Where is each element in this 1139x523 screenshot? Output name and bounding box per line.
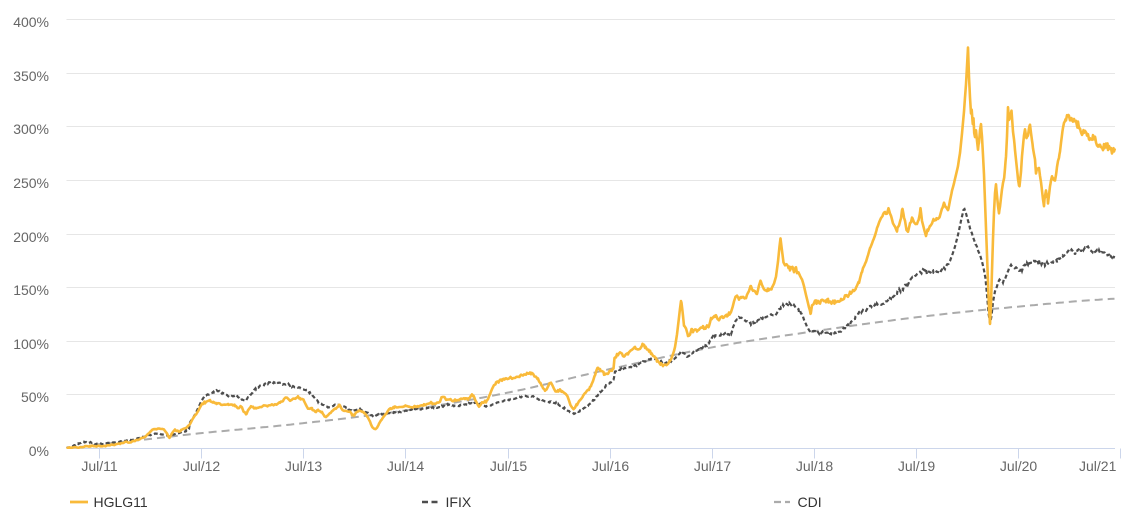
svg-text:0%: 0% xyxy=(29,443,49,459)
svg-text:300%: 300% xyxy=(13,121,49,137)
svg-text:Jul/21: Jul/21 xyxy=(1079,458,1117,474)
svg-text:Jul/19: Jul/19 xyxy=(898,458,936,474)
svg-text:Jul/18: Jul/18 xyxy=(796,458,834,474)
svg-text:HGLG11: HGLG11 xyxy=(94,494,148,510)
svg-text:Jul/15: Jul/15 xyxy=(490,458,528,474)
svg-text:CDI: CDI xyxy=(798,494,822,510)
svg-text:250%: 250% xyxy=(13,175,49,191)
svg-text:Jul/16: Jul/16 xyxy=(592,458,630,474)
svg-text:Jul/13: Jul/13 xyxy=(285,458,323,474)
svg-text:Jul/20: Jul/20 xyxy=(1000,458,1038,474)
svg-text:350%: 350% xyxy=(13,68,49,84)
svg-text:Jul/17: Jul/17 xyxy=(694,458,732,474)
svg-text:150%: 150% xyxy=(13,282,49,298)
svg-text:100%: 100% xyxy=(13,336,49,352)
svg-text:Jul/12: Jul/12 xyxy=(183,458,221,474)
svg-text:IFIX: IFIX xyxy=(446,494,472,510)
svg-text:200%: 200% xyxy=(13,229,49,245)
svg-text:400%: 400% xyxy=(13,14,49,30)
svg-text:Jul/14: Jul/14 xyxy=(387,458,425,474)
svg-text:Jul/11: Jul/11 xyxy=(81,458,118,474)
svg-text:50%: 50% xyxy=(21,389,49,405)
